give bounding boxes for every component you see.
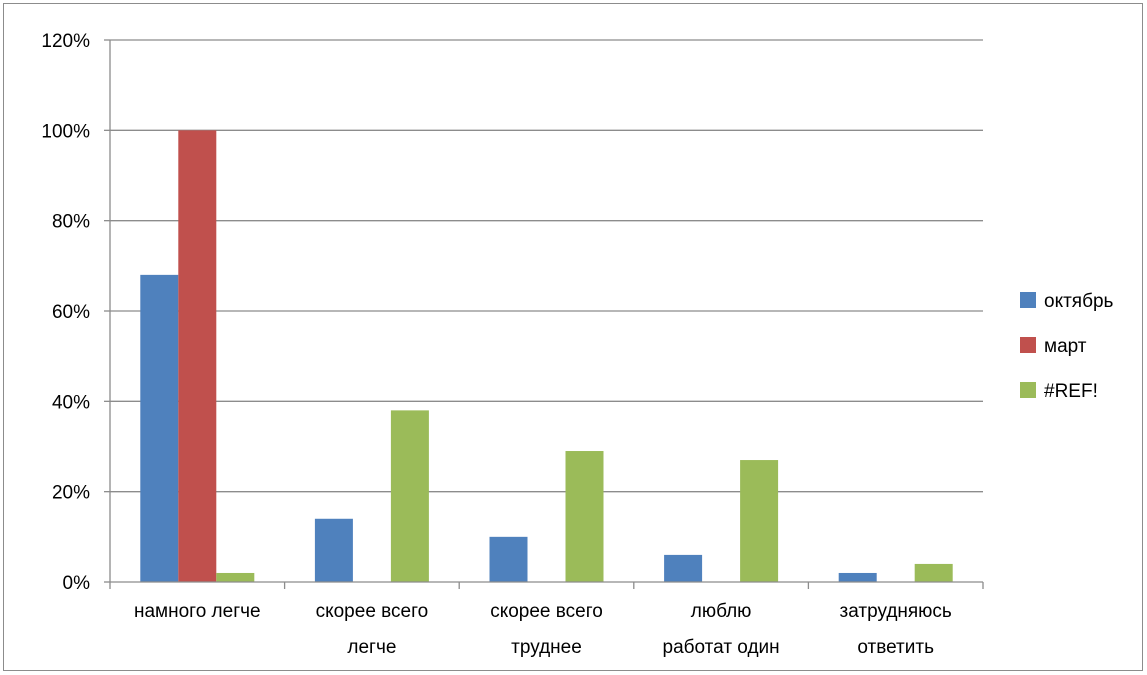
bar-0-4	[838, 572, 877, 582]
x-tick-label: скорее всего	[490, 601, 603, 622]
bar-1-0	[178, 130, 217, 583]
y-tick-label: 0%	[63, 573, 91, 594]
legend-label: март	[1044, 336, 1087, 357]
bar-0-0	[140, 274, 179, 582]
bar-2-4	[914, 563, 953, 582]
y-tick-label: 100%	[41, 121, 90, 142]
axes	[104, 39, 984, 589]
bar-0-1	[314, 518, 353, 582]
legend-swatch	[1020, 382, 1036, 398]
bar-2-3	[740, 460, 779, 582]
x-tick-label: скорее всего	[316, 601, 429, 622]
y-tick-label: 40%	[52, 392, 90, 413]
bar-0-3	[664, 554, 703, 582]
x-tick-label: труднее	[511, 637, 582, 658]
y-tick-label: 80%	[52, 212, 90, 233]
bar-0-2	[489, 536, 528, 582]
x-tick-labels: намного легче скорее всего легче скорее все…	[134, 601, 952, 658]
y-tick-labels: 0% 20% 40% 60% 80% 100% 120%	[41, 31, 90, 594]
x-tick-label: намного легче	[134, 601, 261, 622]
y-tick-label: 120%	[41, 31, 90, 52]
x-tick-label: ответить	[857, 637, 934, 658]
legend-swatch	[1020, 292, 1036, 308]
y-tick-label: 20%	[52, 483, 90, 504]
gridlines	[110, 39, 983, 493]
legend: октябрь март #REF!	[1020, 291, 1114, 402]
bar-2-0	[216, 572, 255, 582]
bar-2-2	[565, 451, 604, 582]
x-tick-label: легче	[347, 637, 396, 658]
bar-2-1	[390, 410, 429, 582]
legend-label: #REF!	[1044, 381, 1098, 402]
x-tick-label: затрудняюсь	[840, 601, 952, 622]
legend-swatch	[1020, 337, 1036, 353]
legend-label: октябрь	[1044, 291, 1114, 312]
x-tick-label: люблю	[691, 601, 752, 622]
y-tick-label: 60%	[52, 302, 90, 323]
bars	[140, 130, 953, 583]
x-tick-label: работат один	[663, 637, 780, 658]
